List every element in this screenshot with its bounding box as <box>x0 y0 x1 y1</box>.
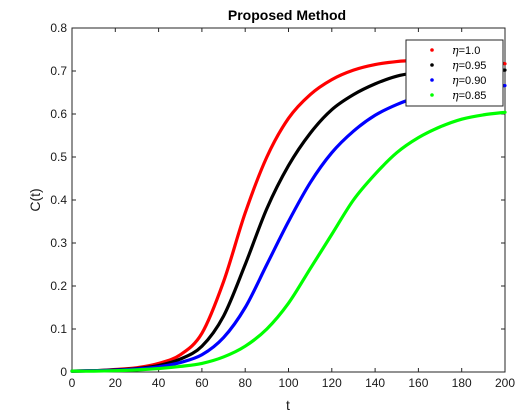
legend-entry-2: η=0.90 <box>452 74 486 87</box>
x-tick-label: 160 <box>408 376 428 390</box>
y-tick-label: 0.8 <box>50 21 67 35</box>
series-line-3 <box>70 110 507 373</box>
legend-marker-1 <box>430 63 434 67</box>
legend-marker-2 <box>430 78 434 82</box>
x-tick-label: 0 <box>69 376 76 390</box>
x-tick-label: 100 <box>278 376 298 390</box>
y-tick-label: 0.2 <box>50 279 67 293</box>
y-tick-label: 0.1 <box>50 322 67 336</box>
legend-symbol: η <box>452 59 459 72</box>
y-tick-label: 0.3 <box>50 236 67 250</box>
legend-value: =1.0 <box>459 45 481 57</box>
legend-symbol: η <box>452 74 459 87</box>
x-tick-label: 20 <box>109 376 123 390</box>
legend-value: =0.85 <box>459 90 487 102</box>
y-tick-label: 0 <box>60 365 67 379</box>
legend-entry-3: η=0.85 <box>452 89 486 102</box>
legend-value: =0.90 <box>459 75 487 87</box>
x-tick-label: 140 <box>365 376 385 390</box>
y-axis-label: C(t) <box>27 188 43 211</box>
legend-box <box>405 39 504 107</box>
x-tick-label: 120 <box>322 376 342 390</box>
y-tick-label: 0.4 <box>50 193 67 207</box>
chart-title: Proposed Method <box>228 7 346 23</box>
y-tick-label: 0.5 <box>50 150 67 164</box>
y-tick-label: 0.6 <box>50 107 67 121</box>
legend-marker-0 <box>430 48 434 52</box>
legend-value: =0.95 <box>459 60 487 72</box>
x-tick-label: 80 <box>239 376 253 390</box>
x-tick-label: 60 <box>195 376 209 390</box>
legend: η=1.0η=0.95η=0.90η=0.85 <box>405 39 504 107</box>
x-tick-label: 40 <box>152 376 166 390</box>
legend-entry-0: η=1.0 <box>452 44 480 57</box>
y-tick-label: 0.7 <box>50 64 67 78</box>
axis-ticks: 0 20 40 60 80 100 120 140 160 180 200 0 0.1 0.2 0.3 0.4… <box>50 21 515 390</box>
legend-marker-3 <box>430 93 434 97</box>
legend-symbol: η <box>452 44 459 57</box>
legend-symbol: η <box>452 89 459 102</box>
x-tick-label: 180 <box>452 376 472 390</box>
x-axis-label: t <box>286 397 290 413</box>
x-tick-label: 200 <box>495 376 515 390</box>
legend-entry-1: η=0.95 <box>452 59 486 72</box>
